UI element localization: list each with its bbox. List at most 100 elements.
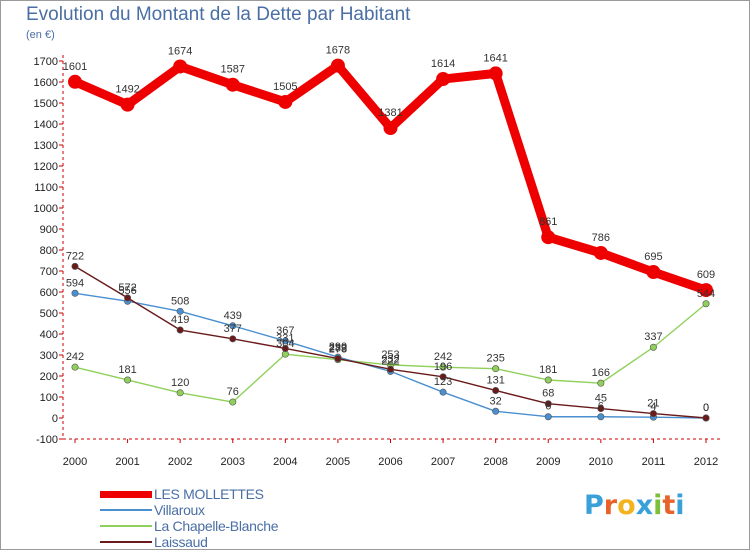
y-tick-label: 1500	[34, 98, 58, 110]
data-point-les-mollettes	[383, 120, 398, 135]
data-label-la-chapelle-blanche: 181	[118, 364, 136, 376]
data-label-laissaud: 283	[329, 343, 347, 355]
data-label-villaroux: 367	[276, 325, 294, 337]
data-point-villaroux	[439, 388, 447, 396]
x-tick-label: 2003	[221, 456, 245, 468]
y-tick-label: 800	[40, 245, 58, 257]
data-label-les-mollettes: 695	[644, 251, 662, 263]
data-label-la-chapelle-blanche: 337	[644, 331, 662, 343]
data-label-les-mollettes: 1492	[115, 84, 139, 96]
data-label-villaroux: 6	[598, 401, 604, 413]
legend-item-les-mollettes[interactable]: LES MOLLETTES	[100, 486, 278, 502]
data-label-laissaud: 377	[224, 323, 242, 335]
x-tick-label: 2008	[483, 456, 507, 468]
data-point-villaroux	[492, 407, 500, 415]
x-tick-label: 2009	[536, 456, 560, 468]
legend-item-la-chapelle-blanche[interactable]: La Chapelle-Blanche	[100, 518, 279, 534]
data-point-les-mollettes	[68, 74, 82, 89]
data-label-villaroux: 4	[650, 401, 656, 413]
x-tick-label: 2005	[326, 456, 350, 468]
data-label-villaroux: 222	[381, 355, 399, 367]
series-les-mollettes	[68, 58, 713, 298]
data-point-la-chapelle-blanche	[597, 379, 605, 387]
data-label-laissaud: 572	[118, 282, 136, 294]
data-label-les-mollettes: 861	[539, 216, 557, 228]
data-point-la-chapelle-blanche	[176, 389, 184, 397]
legend-swatch-les-mollettes	[100, 490, 152, 498]
data-label-laissaud: 232	[381, 353, 399, 365]
logo-letter: o	[617, 490, 636, 521]
data-point-villaroux	[71, 289, 79, 297]
legend-swatch-villaroux	[100, 509, 152, 511]
data-point-laissaud	[544, 400, 552, 408]
data-point-laissaud	[176, 326, 184, 334]
data-point-les-mollettes	[330, 58, 345, 73]
data-point-les-mollettes	[278, 94, 293, 109]
data-point-la-chapelle-blanche	[702, 300, 710, 308]
y-tick-label: 1600	[34, 77, 58, 89]
data-label-la-chapelle-blanche: 242	[66, 351, 84, 363]
data-point-la-chapelle-blanche	[492, 365, 500, 373]
data-label-laissaud: 21	[647, 398, 659, 410]
data-point-la-chapelle-blanche	[229, 398, 237, 406]
y-tick-label: 100	[40, 392, 58, 404]
x-tick-label: 2012	[694, 456, 718, 468]
y-tick-label: 400	[40, 329, 58, 341]
data-label-laissaud: 131	[486, 374, 504, 386]
data-label-laissaud: 722	[66, 250, 84, 262]
chart-title: Evolution du Montant de la Dette par Hab…	[26, 4, 411, 25]
y-tick-label: 600	[40, 287, 58, 299]
data-label-villaroux: 508	[171, 295, 189, 307]
data-label-la-chapelle-blanche: 253	[381, 349, 399, 361]
data-label-villaroux: 6	[545, 401, 551, 413]
data-point-les-mollettes	[488, 66, 503, 81]
data-point-laissaud	[492, 386, 500, 394]
legend-label-la-chapelle-blanche: La Chapelle-Blanche	[154, 518, 279, 534]
data-label-la-chapelle-blanche: 544	[697, 288, 715, 300]
series-laissaud	[71, 262, 710, 422]
chart-axes: -100 0 100 200 300 400 500 600 700 800 900 1000 1100…	[34, 55, 720, 468]
x-tick-label: 2000	[63, 456, 87, 468]
data-label-les-mollettes: 1601	[63, 61, 87, 73]
data-point-laissaud	[71, 262, 79, 270]
y-tick-label: 1300	[34, 140, 58, 152]
data-label-les-mollettes: 1614	[431, 58, 455, 70]
data-label-villaroux: 439	[224, 310, 242, 322]
data-label-la-chapelle-blanche: 120	[171, 377, 189, 389]
data-label-laissaud: 45	[595, 393, 607, 405]
data-point-villaroux	[544, 413, 552, 421]
data-point-la-chapelle-blanche	[649, 343, 657, 351]
data-point-les-mollettes	[225, 77, 240, 92]
data-label-la-chapelle-blanche: 181	[539, 364, 557, 376]
data-label-la-chapelle-blanche: 278	[329, 344, 347, 356]
legend: LES MOLLETTES Villaroux La Chapelle-Blan…	[100, 486, 279, 550]
data-label-les-mollettes: 609	[697, 269, 715, 281]
data-point-laissaud	[386, 365, 394, 373]
data-point-villaroux	[176, 307, 184, 315]
data-label-villaroux: 32	[490, 395, 502, 407]
logo-letter: r	[603, 490, 618, 521]
data-label-villaroux: 594	[66, 277, 84, 289]
data-point-les-mollettes	[436, 72, 451, 87]
logo-letter: x	[635, 490, 654, 521]
data-label-les-mollettes: 1587	[221, 64, 245, 76]
legend-item-villaroux[interactable]: Villaroux	[100, 502, 278, 518]
y-tick-label: 200	[40, 371, 58, 383]
data-point-la-chapelle-blanche	[439, 363, 447, 371]
y-tick-label: 1200	[34, 161, 58, 173]
data-point-laissaud	[702, 414, 710, 422]
legend-item-laissaud[interactable]: Laissaud	[100, 534, 278, 550]
data-point-laissaud	[229, 335, 237, 343]
data-labels: 242 181 120 76 304 278 253 242 235 181 166 337 544 59…	[63, 45, 715, 414]
data-label-villaroux: 556	[118, 285, 136, 297]
x-tick-label: 2002	[168, 456, 192, 468]
series-line-laissaud	[74, 265, 707, 419]
data-label-les-mollettes: 1674	[168, 45, 192, 57]
x-tick-label: 2010	[589, 456, 613, 468]
legend-label-les-mollettes: LES MOLLETTES	[154, 486, 264, 502]
x-tick-label: 2007	[431, 456, 455, 468]
y-tick-label: 300	[40, 350, 58, 362]
proxiti-logo: Proxiti	[584, 490, 685, 521]
y-tick-label: -100	[36, 434, 58, 446]
